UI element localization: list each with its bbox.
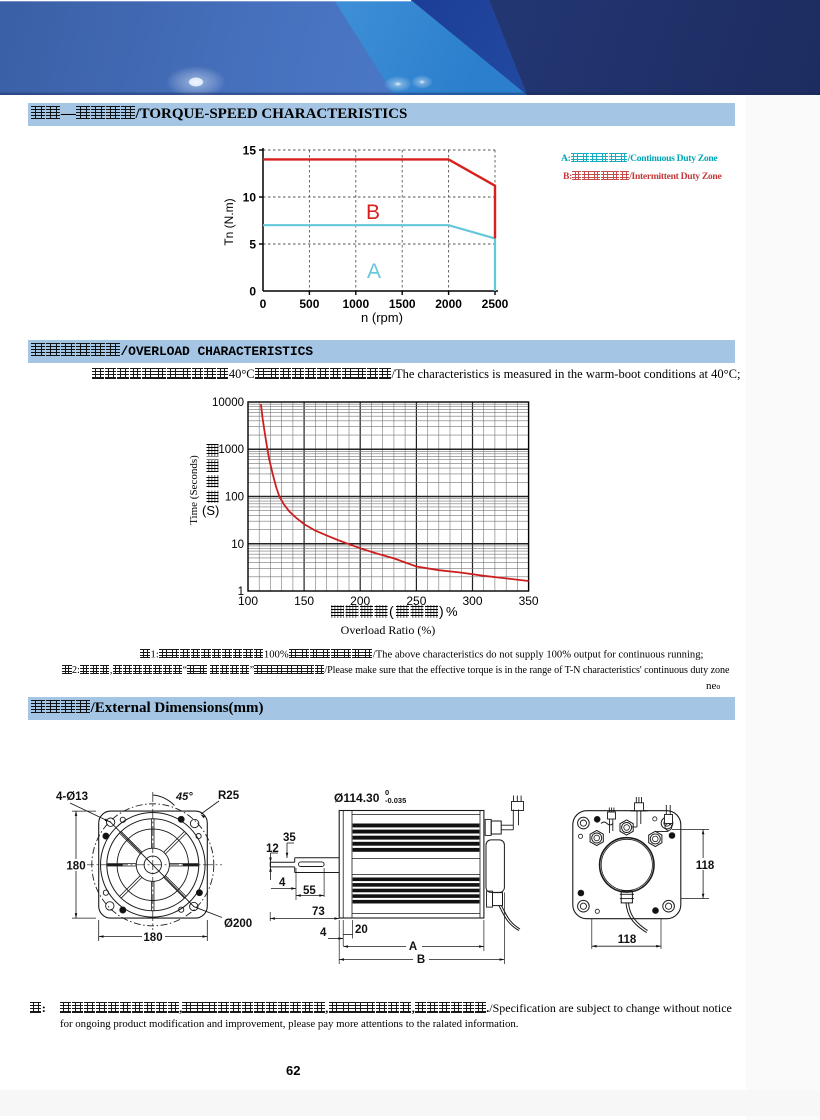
svg-text:45°: 45° xyxy=(175,791,193,803)
svg-text:%: % xyxy=(446,604,458,619)
svg-text:4: 4 xyxy=(320,927,327,939)
svg-text:350: 350 xyxy=(519,594,539,608)
svg-text:Time (Seconds): Time (Seconds) xyxy=(188,455,200,525)
svg-text:55: 55 xyxy=(303,885,316,897)
svg-text:10000: 10000 xyxy=(212,397,244,409)
svg-text:0: 0 xyxy=(249,285,256,299)
svg-text:1000: 1000 xyxy=(342,297,369,311)
svg-text:500: 500 xyxy=(299,297,319,311)
svg-text:73: 73 xyxy=(312,906,325,918)
svg-text:200: 200 xyxy=(350,594,370,608)
svg-text:5: 5 xyxy=(249,238,256,252)
svg-text:R25: R25 xyxy=(218,790,240,802)
svg-text:4-Ø13: 4-Ø13 xyxy=(56,791,88,803)
svg-text:10: 10 xyxy=(243,191,257,205)
svg-text:(: ( xyxy=(389,603,394,619)
svg-text:Tn (N.m): Tn (N.m) xyxy=(222,198,236,245)
svg-text:118: 118 xyxy=(696,860,715,872)
svg-text:(S): (S) xyxy=(202,503,219,518)
svg-text:15: 15 xyxy=(243,144,257,158)
svg-text:100: 100 xyxy=(238,594,258,608)
svg-text:Ø200: Ø200 xyxy=(224,918,252,930)
svg-text:): ) xyxy=(439,603,444,619)
svg-text:n (rpm): n (rpm) xyxy=(361,310,403,325)
svg-text:1500: 1500 xyxy=(389,297,416,311)
svg-text:10: 10 xyxy=(231,539,244,551)
svg-text:118: 118 xyxy=(618,934,637,946)
svg-text:12: 12 xyxy=(266,843,279,855)
svg-text:B: B xyxy=(366,201,380,224)
svg-text:0: 0 xyxy=(260,297,267,311)
svg-text:2500: 2500 xyxy=(482,297,509,311)
svg-text:150: 150 xyxy=(294,594,314,608)
svg-text:1000: 1000 xyxy=(218,444,244,456)
svg-text:180: 180 xyxy=(66,861,85,873)
svg-text:300: 300 xyxy=(462,594,482,608)
svg-text:4: 4 xyxy=(279,877,286,889)
svg-text:180: 180 xyxy=(143,932,162,944)
svg-text:A: A xyxy=(409,941,417,953)
svg-text:Ø114.30: Ø114.30 xyxy=(334,791,380,805)
svg-text:Overload Ratio (%): Overload Ratio (%) xyxy=(341,623,436,637)
svg-text:250: 250 xyxy=(406,594,426,608)
svg-text:A: A xyxy=(367,260,381,283)
svg-text:100: 100 xyxy=(225,492,244,504)
svg-text:2000: 2000 xyxy=(435,297,462,311)
svg-text:B: B xyxy=(417,954,425,966)
svg-text:20: 20 xyxy=(355,924,368,936)
svg-text:35: 35 xyxy=(283,832,296,844)
svg-text:-0.035: -0.035 xyxy=(385,796,406,805)
svg-text:1: 1 xyxy=(238,586,244,598)
svg-text:0: 0 xyxy=(385,788,389,797)
